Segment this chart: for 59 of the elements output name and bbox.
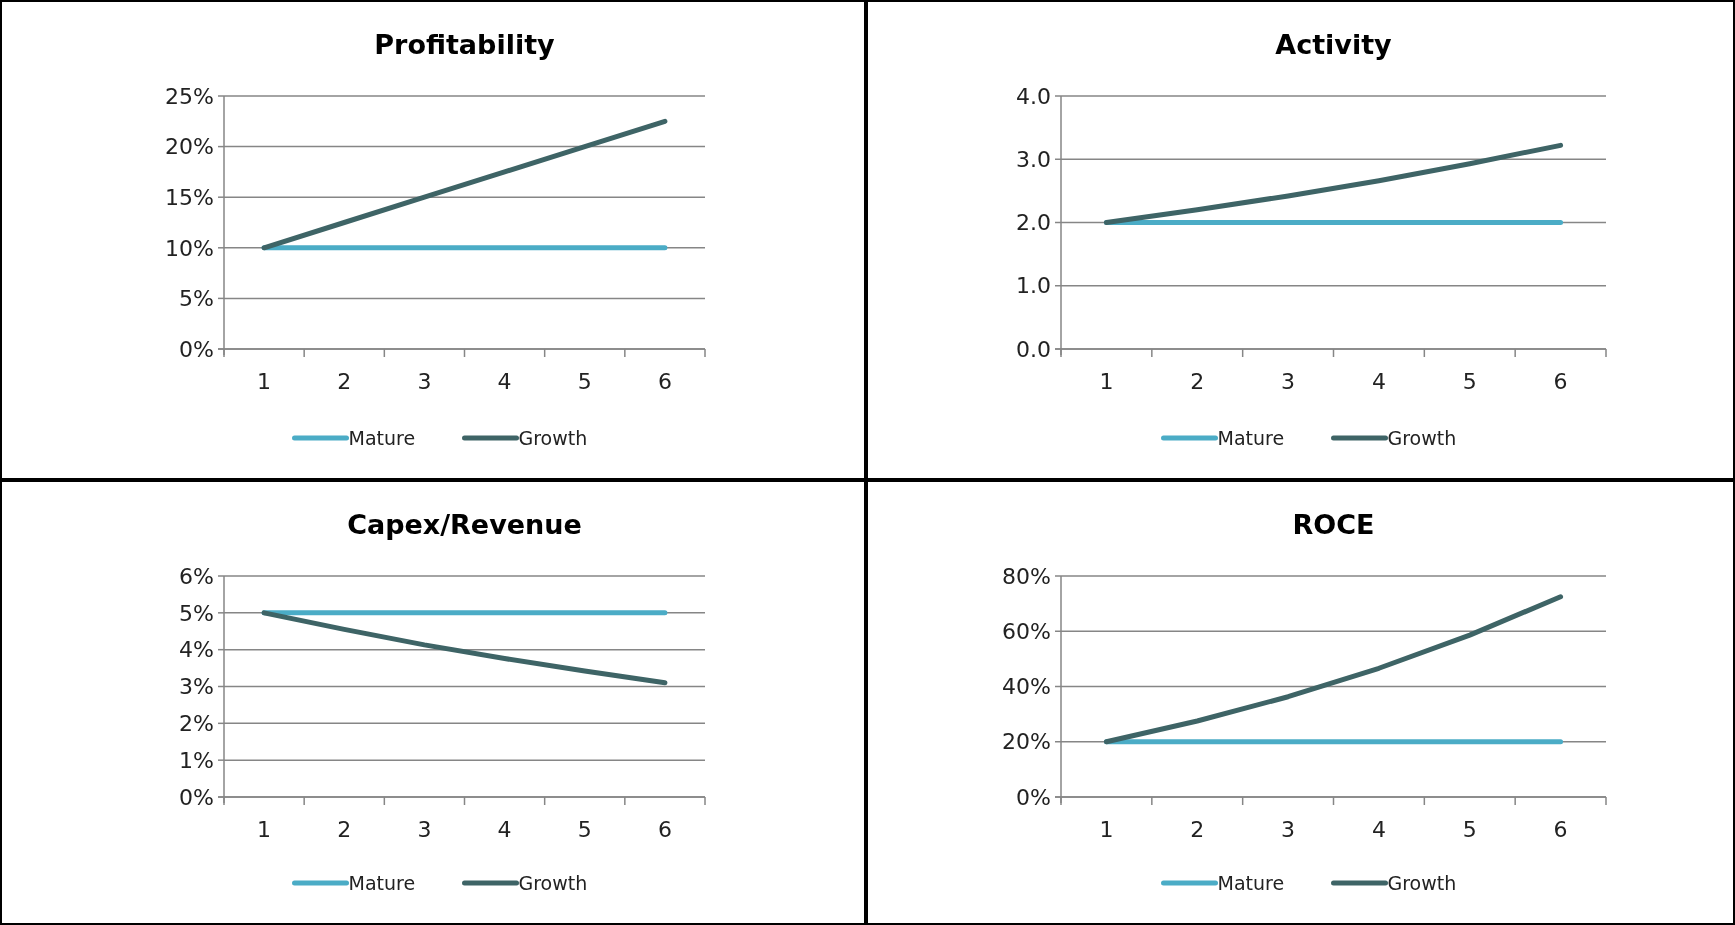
y-tick-label: 2% — [179, 711, 214, 737]
x-tick-label: 2 — [1190, 369, 1205, 394]
y-tick-label: 20% — [1002, 729, 1051, 755]
y-tick-label: 0.0 — [1016, 336, 1051, 362]
x-tick-label: 2 — [337, 369, 352, 394]
y-tick-label: 15% — [165, 184, 214, 210]
legend-label: Mature — [1217, 871, 1285, 894]
y-tick-label: 40% — [1002, 674, 1051, 700]
y-tick-label: 25% — [165, 83, 214, 109]
legend-label: Growth — [1387, 426, 1457, 449]
y-tick-label: 5% — [179, 600, 214, 626]
chart-title: Activity — [1275, 29, 1393, 60]
legend-label: Growth — [1387, 871, 1457, 894]
x-tick-label: 3 — [1281, 369, 1296, 394]
y-tick-label: 1% — [179, 747, 214, 773]
x-tick-label: 6 — [1553, 369, 1568, 394]
x-tick-label: 5 — [1462, 817, 1477, 842]
x-tick-label: 1 — [257, 817, 272, 842]
x-tick-label: 6 — [657, 817, 672, 842]
y-tick-label: 4.0 — [1016, 83, 1051, 109]
y-tick-label: 80% — [1002, 563, 1051, 589]
x-tick-label: 3 — [417, 369, 432, 394]
y-tick-label: 10% — [165, 235, 214, 261]
x-tick-label: 1 — [257, 369, 272, 394]
y-tick-label: 20% — [165, 134, 214, 160]
x-tick-label: 4 — [1371, 369, 1386, 394]
x-tick-label: 1 — [1099, 369, 1114, 394]
legend-label: Mature — [348, 426, 416, 449]
x-tick-label: 1 — [1099, 817, 1114, 842]
chart-title: Profitability — [374, 29, 556, 60]
legend-label: Growth — [518, 871, 588, 894]
legend-label: Mature — [348, 871, 416, 894]
y-tick-label: 6% — [179, 563, 214, 589]
x-tick-label: 5 — [577, 369, 592, 394]
x-tick-label: 4 — [497, 369, 512, 394]
y-tick-label: 2.0 — [1016, 210, 1051, 236]
x-tick-label: 3 — [1281, 817, 1296, 842]
x-tick-label: 2 — [1190, 817, 1205, 842]
x-tick-label: 6 — [1553, 817, 1568, 842]
y-tick-label: 3% — [179, 674, 214, 700]
x-tick-label: 4 — [1371, 817, 1386, 842]
y-tick-label: 60% — [1002, 618, 1051, 644]
x-tick-label: 2 — [337, 817, 352, 842]
y-tick-label: 0% — [179, 784, 214, 810]
legend-label: Mature — [1217, 426, 1285, 449]
y-tick-label: 4% — [179, 637, 214, 663]
x-tick-label: 4 — [497, 817, 512, 842]
x-tick-label: 5 — [1462, 369, 1477, 394]
x-tick-label: 5 — [577, 817, 592, 842]
y-tick-label: 1.0 — [1016, 273, 1051, 299]
x-tick-label: 3 — [417, 817, 432, 842]
x-tick-label: 6 — [657, 369, 672, 394]
y-tick-label: 5% — [179, 286, 214, 312]
y-tick-label: 0% — [179, 336, 214, 362]
y-tick-label: 0% — [1016, 784, 1051, 810]
chart-title: ROCE — [1292, 509, 1375, 540]
chart-title: Capex/Revenue — [347, 509, 582, 540]
legend-label: Growth — [518, 426, 588, 449]
y-tick-label: 3.0 — [1016, 146, 1051, 172]
